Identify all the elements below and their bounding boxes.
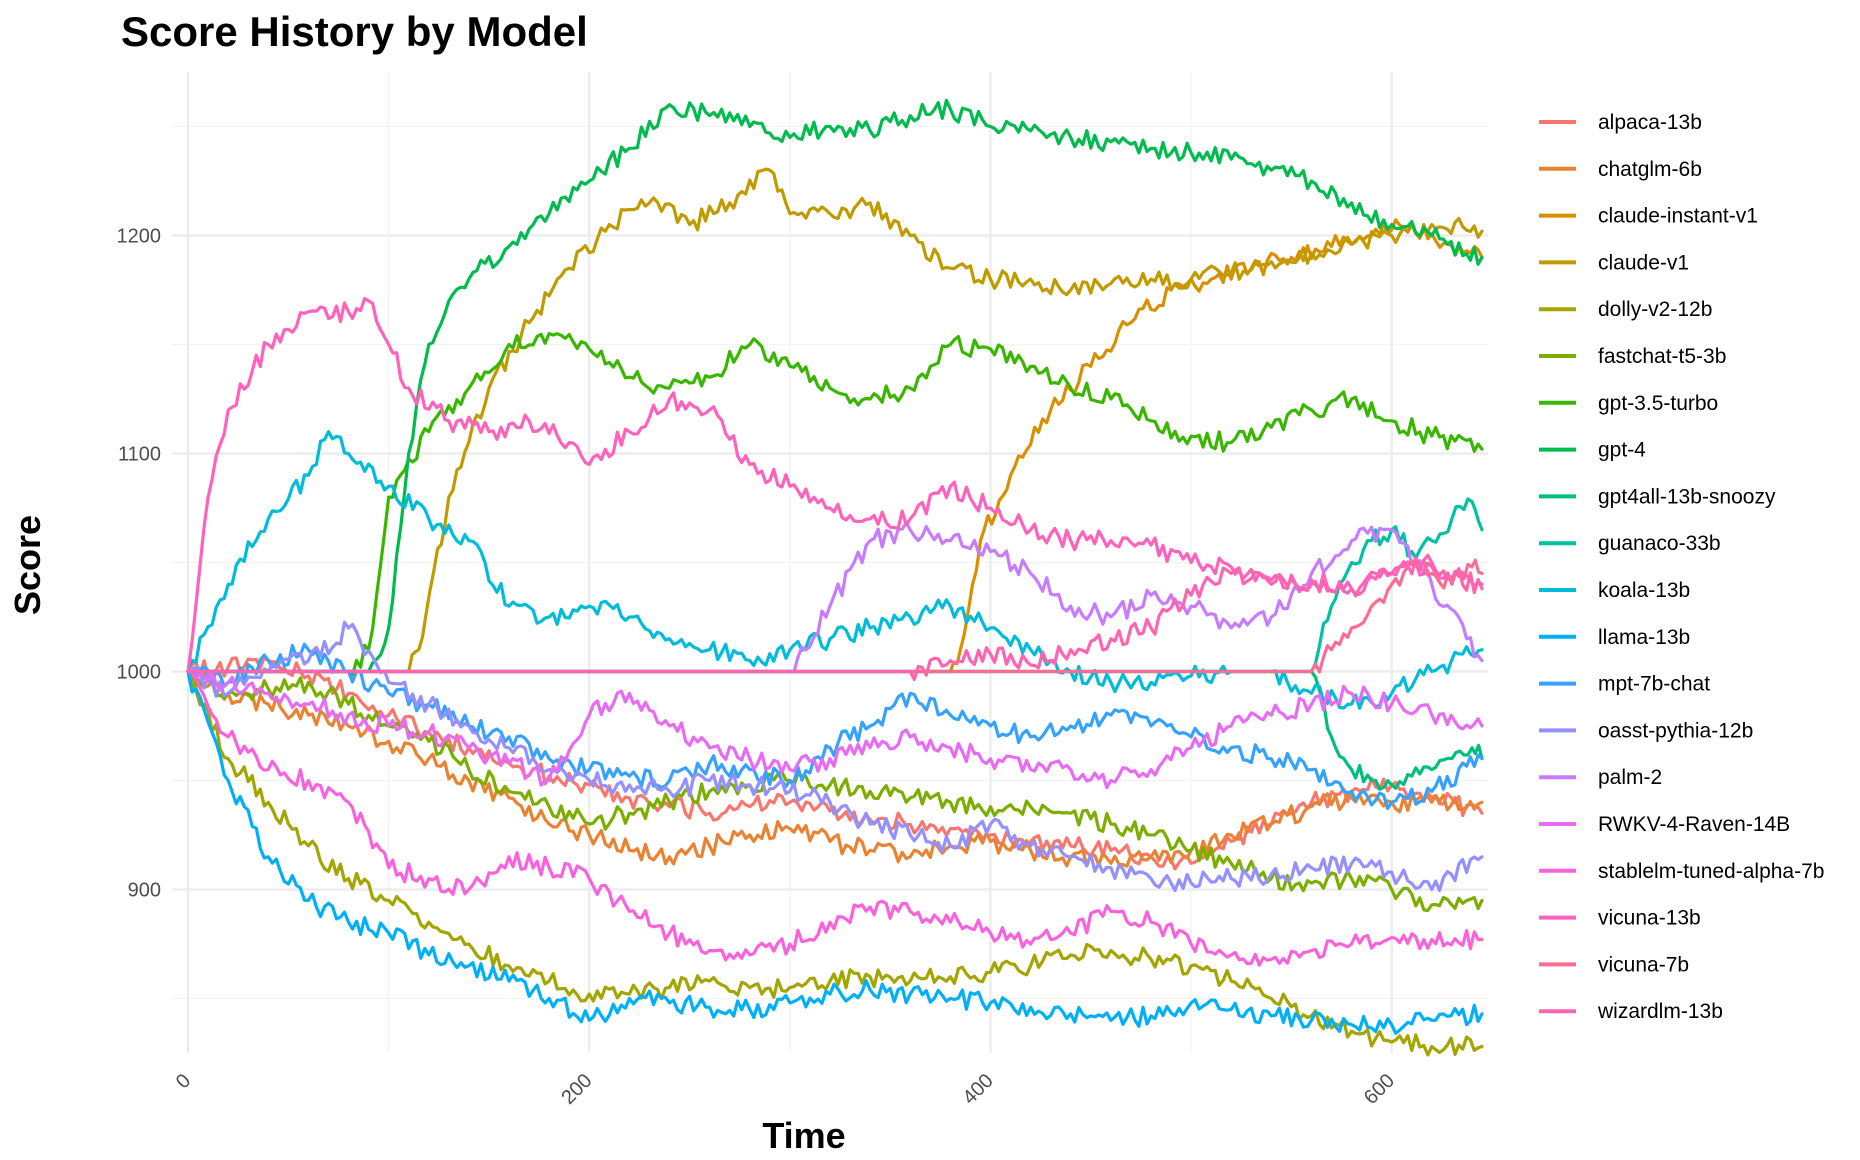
y-tick-label: 900 (128, 880, 161, 902)
series-line-koala-13b (186, 430, 1484, 710)
legend-item: oasst-pythia-12b (1539, 719, 1753, 742)
legend-label: alpaca-13b (1598, 111, 1702, 134)
y-axis-title: Score (7, 515, 48, 615)
legend-item: alpaca-13b (1539, 111, 1702, 134)
legend-item: fastchat-t5-3b (1539, 345, 1726, 368)
series-line-gpt-4 (186, 98, 1484, 674)
series-line-gpt-3-5-turbo (186, 332, 1484, 677)
legend-label: claude-instant-v1 (1598, 205, 1758, 228)
legend-label: gpt-4 (1598, 439, 1646, 462)
legend-label: wizardlm-13b (1597, 1000, 1723, 1023)
legend-label: gpt-3.5-turbo (1598, 392, 1718, 415)
legend-item: claude-instant-v1 (1539, 205, 1758, 228)
y-tick-label: 1100 (118, 444, 161, 466)
legend-label: llama-13b (1598, 626, 1690, 649)
x-tick-label: 0 (172, 1070, 195, 1093)
legend-item: gpt-3.5-turbo (1539, 392, 1718, 415)
series-line-vicuna-13b (186, 296, 1484, 674)
legend-item: palm-2 (1539, 766, 1662, 789)
legend-label: palm-2 (1598, 766, 1662, 789)
legend-label: fastchat-t5-3b (1598, 345, 1726, 368)
plot-grid (172, 72, 1488, 1053)
legend-label: mpt-7b-chat (1598, 673, 1710, 696)
legend-item: vicuna-7b (1539, 953, 1689, 976)
y-tick-label: 1200 (117, 226, 162, 248)
legend-label: stablelm-tuned-alpha-7b (1598, 860, 1824, 883)
legend-item: guanaco-33b (1539, 532, 1721, 555)
y-tick-label: 1000 (117, 662, 162, 684)
legend-label: guanaco-33b (1598, 532, 1721, 555)
series-line-mpt-7b-chat (186, 642, 1484, 811)
series-line-gpt4all-13b-snoozy (186, 669, 1484, 791)
legend-label: oasst-pythia-12b (1598, 719, 1753, 742)
legend-label: dolly-v2-12b (1598, 298, 1712, 321)
series-line-stablelm-tuned-alpha-7b (186, 668, 1484, 967)
legend-label: claude-v1 (1598, 251, 1689, 274)
chart-title: Score History by Model (121, 8, 588, 55)
legend-label: gpt4all-13b-snoozy (1598, 485, 1776, 508)
legend-item: claude-v1 (1539, 251, 1689, 274)
x-axis-title: Time (762, 1115, 845, 1156)
legend-item: koala-13b (1539, 579, 1690, 602)
series-line-rwkv-4-raven-14b (186, 669, 1484, 790)
series-line-llama-13b (186, 669, 1484, 1035)
legend-item: chatglm-6b (1539, 158, 1702, 181)
x-tick-label: 400 (959, 1070, 998, 1109)
legend-item: wizardlm-13b (1539, 1000, 1723, 1023)
series-lines (186, 98, 1484, 1057)
legend: alpaca-13b chatglm-6b claude-instant-v1 cla… (1539, 111, 1824, 1023)
legend-item: gpt4all-13b-snoozy (1539, 485, 1776, 508)
x-tick-label: 200 (557, 1070, 596, 1109)
legend-label: koala-13b (1598, 579, 1690, 602)
legend-label: vicuna-13b (1598, 907, 1701, 930)
x-tick-label: 600 (1360, 1070, 1399, 1109)
y-axis-ticks: 900 1000 1100 1200 (117, 226, 162, 902)
series-line-fastchat-t5-3b (186, 667, 1484, 913)
legend-item: dolly-v2-12b (1539, 298, 1712, 321)
legend-item: RWKV-4-Raven-14B (1539, 813, 1790, 836)
legend-item: stablelm-tuned-alpha-7b (1539, 860, 1824, 883)
series-line-oasst-pythia-12b (186, 620, 1484, 893)
legend-item: vicuna-13b (1539, 907, 1701, 930)
series-line-chatglm-6b (186, 669, 1484, 868)
legend-label: RWKV-4-Raven-14B (1598, 813, 1790, 836)
legend-item: llama-13b (1539, 626, 1690, 649)
legend-label: chatglm-6b (1598, 158, 1702, 181)
x-axis-ticks: 0 200 400 600 (172, 1070, 1399, 1109)
legend-item: gpt-4 (1539, 439, 1646, 462)
legend-item: mpt-7b-chat (1539, 673, 1710, 696)
series-line-wizardlm-13b (186, 553, 1484, 682)
legend-label: vicuna-7b (1598, 953, 1689, 976)
series-line-dolly-v2-12b (186, 669, 1484, 1057)
